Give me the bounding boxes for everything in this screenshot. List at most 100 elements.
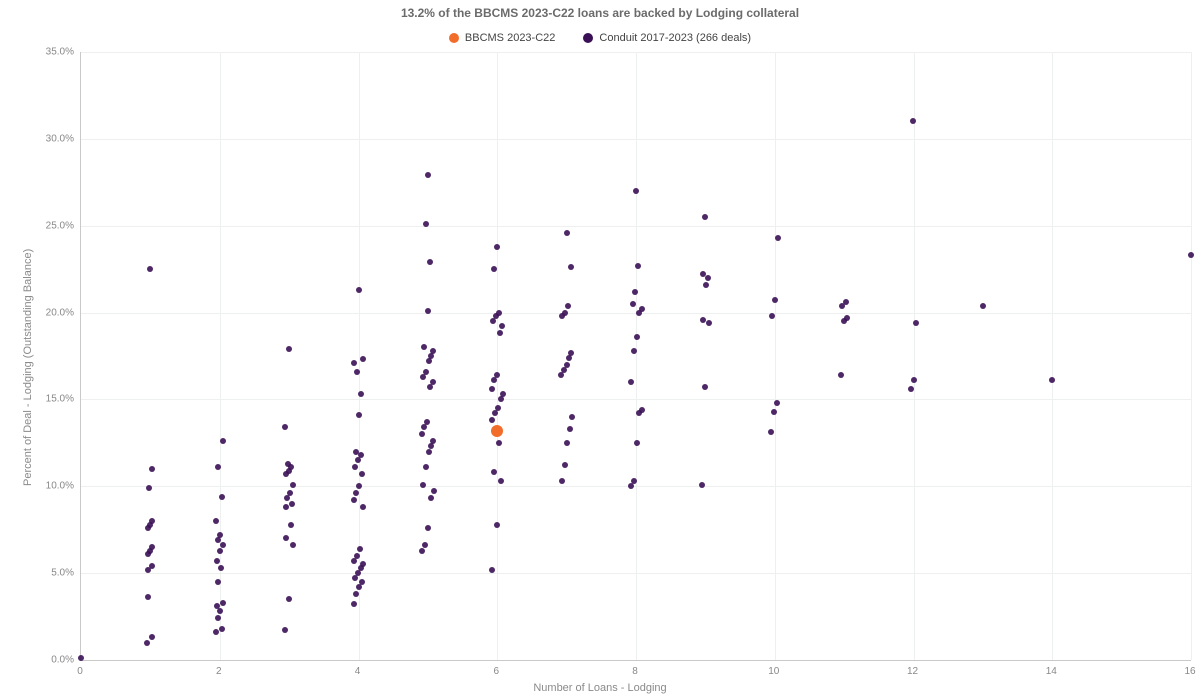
data-point	[425, 308, 431, 314]
y-tick: 25.0%	[36, 220, 74, 231]
gridline-v	[1052, 52, 1053, 660]
data-point	[430, 438, 436, 444]
data-point	[634, 440, 640, 446]
data-point	[631, 478, 637, 484]
data-point	[214, 558, 220, 564]
legend-swatch	[449, 33, 459, 43]
data-point	[419, 431, 425, 437]
data-point	[562, 310, 568, 316]
data-point	[430, 379, 436, 385]
x-tick: 12	[907, 666, 918, 677]
data-point	[498, 396, 504, 402]
data-point	[564, 362, 570, 368]
gridline-h	[81, 399, 1191, 400]
data-point	[635, 263, 641, 269]
gridline-v	[1191, 52, 1192, 660]
data-point	[145, 594, 151, 600]
y-tick: 15.0%	[36, 394, 74, 405]
data-point	[219, 494, 225, 500]
chart-legend: BBCMS 2023-C22 Conduit 2017-2023 (266 dea…	[0, 32, 1200, 44]
y-axis-label: Percent of Deal - Lodging (Outstanding B…	[22, 249, 34, 486]
data-point	[282, 627, 288, 633]
data-point	[149, 518, 155, 524]
data-point	[215, 615, 221, 621]
data-point	[499, 323, 505, 329]
data-point	[215, 579, 221, 585]
data-point	[628, 379, 634, 385]
data-point	[496, 440, 502, 446]
data-point	[639, 407, 645, 413]
data-point	[700, 317, 706, 323]
y-tick: 35.0%	[36, 47, 74, 58]
data-point	[360, 504, 366, 510]
data-point	[78, 655, 84, 661]
data-point	[980, 303, 986, 309]
data-point	[282, 424, 288, 430]
data-point	[562, 462, 568, 468]
gridline-v	[497, 52, 498, 660]
data-point	[706, 320, 712, 326]
data-point	[426, 449, 432, 455]
data-point	[217, 548, 223, 554]
legend-item: Conduit 2017-2023 (266 deals)	[583, 32, 751, 44]
data-point	[359, 471, 365, 477]
data-point	[500, 391, 506, 397]
data-point	[360, 561, 366, 567]
data-point	[357, 546, 363, 552]
data-point	[352, 575, 358, 581]
data-point	[908, 386, 914, 392]
data-point	[351, 360, 357, 366]
data-point	[564, 230, 570, 236]
data-point	[358, 391, 364, 397]
data-point	[283, 504, 289, 510]
data-point	[567, 426, 573, 432]
data-point	[147, 266, 153, 272]
data-point	[565, 303, 571, 309]
data-point	[564, 440, 570, 446]
data-point	[632, 289, 638, 295]
data-point	[1188, 252, 1194, 258]
data-point	[774, 400, 780, 406]
gridline-h	[81, 226, 1191, 227]
data-point	[360, 356, 366, 362]
data-point	[353, 449, 359, 455]
data-point	[495, 405, 501, 411]
y-tick: 20.0%	[36, 307, 74, 318]
data-point	[290, 542, 296, 548]
data-point	[422, 542, 428, 548]
data-point	[420, 482, 426, 488]
data-point	[427, 259, 433, 265]
data-point	[149, 544, 155, 550]
data-point	[287, 490, 293, 496]
data-point	[149, 563, 155, 569]
data-point	[217, 608, 223, 614]
data-point	[913, 320, 919, 326]
gridline-h	[81, 139, 1191, 140]
data-point	[217, 532, 223, 538]
x-tick: 10	[768, 666, 779, 677]
data-point	[419, 548, 425, 554]
y-tick: 5.0%	[36, 568, 74, 579]
data-point	[494, 372, 500, 378]
legend-item: BBCMS 2023-C22	[449, 32, 556, 44]
y-tick: 0.0%	[36, 655, 74, 666]
data-point	[220, 542, 226, 548]
data-point	[561, 367, 567, 373]
data-point	[355, 570, 361, 576]
data-point	[489, 386, 495, 392]
legend-swatch	[583, 33, 593, 43]
gridline-h	[81, 486, 1191, 487]
plot-area	[80, 52, 1191, 661]
data-point	[634, 334, 640, 340]
data-point	[489, 417, 495, 423]
y-tick: 30.0%	[36, 133, 74, 144]
data-point	[425, 525, 431, 531]
x-axis-label: Number of Loans - Lodging	[0, 682, 1200, 694]
x-tick: 2	[216, 666, 222, 677]
data-point	[149, 634, 155, 640]
legend-label: Conduit 2017-2023 (266 deals)	[599, 32, 751, 44]
data-point	[491, 469, 497, 475]
data-point	[288, 522, 294, 528]
data-point	[356, 584, 362, 590]
data-point	[144, 640, 150, 646]
